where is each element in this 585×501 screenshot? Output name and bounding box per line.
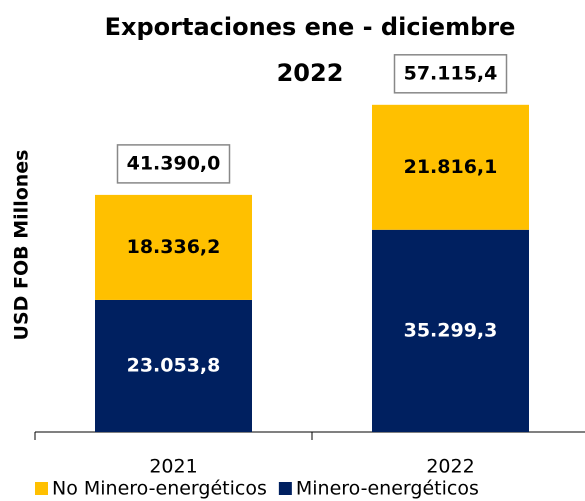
value-label: 21.816,1 xyxy=(404,156,498,178)
chart-title: Exportaciones ene - diciembre 2022 xyxy=(104,13,516,87)
total-box xyxy=(393,54,508,94)
legend-label: No Minero-energéticos xyxy=(52,478,267,500)
total-label: 41.390,0 xyxy=(127,152,221,174)
total-label: 57.115,4 xyxy=(404,62,498,84)
x-tick-label: 2021 xyxy=(149,456,197,478)
value-label: 18.336,2 xyxy=(127,236,221,258)
y-axis-label: USD FOB Millones xyxy=(11,150,33,341)
bar-segment xyxy=(95,194,252,300)
x-tick-label: 2022 xyxy=(426,456,474,478)
legend-swatch xyxy=(35,482,48,495)
bar-segment xyxy=(372,229,529,432)
bar-segment xyxy=(95,299,252,432)
value-label: 35.299,3 xyxy=(404,319,498,341)
bar-segment xyxy=(372,104,529,230)
legend-label: Minero-energéticos xyxy=(296,478,479,500)
value-label: 23.053,8 xyxy=(127,354,221,376)
total-box xyxy=(116,144,231,184)
legend-swatch xyxy=(278,482,292,495)
